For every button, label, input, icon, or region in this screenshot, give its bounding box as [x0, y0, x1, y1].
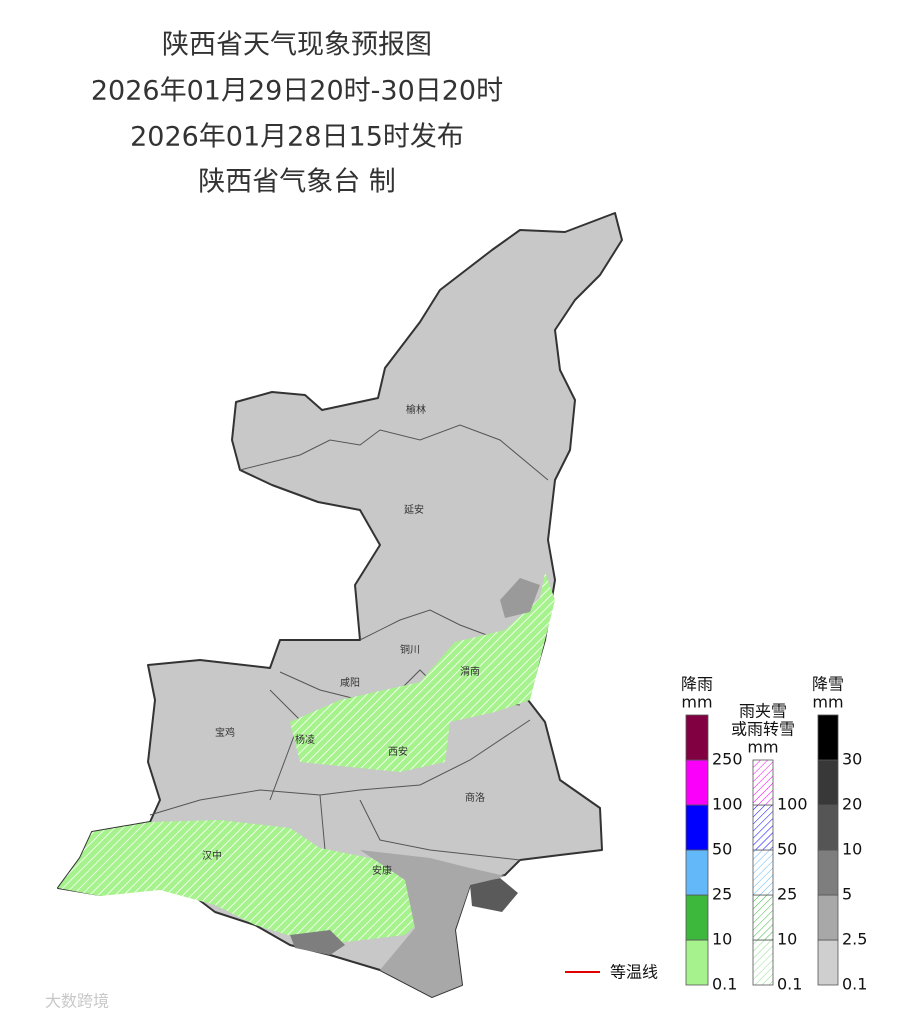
city-label: 渭南	[460, 665, 480, 678]
legend-level: 50	[712, 840, 732, 859]
legend-swatch	[685, 714, 709, 761]
legend-swatch	[752, 939, 774, 986]
legend-level: 5	[842, 885, 852, 904]
legend-level: 0.1	[842, 975, 867, 994]
legend-swatch	[685, 939, 709, 986]
legend-unit: mm	[812, 693, 843, 712]
title-line: 2026年01月29日20时-30日20时	[91, 76, 503, 107]
legend-title: 雨夹雪	[739, 702, 787, 721]
legend-level: 0.1	[777, 975, 802, 994]
legend-level: 250	[712, 750, 743, 769]
snow-areas	[290, 578, 540, 997]
legend-unit: mm	[681, 693, 712, 712]
legend-level: 20	[842, 795, 862, 814]
legend-title: 或雨转雪	[731, 720, 795, 739]
legend-swatch	[685, 894, 709, 941]
legend-swatch	[752, 849, 774, 896]
city-label: 杨凌	[295, 733, 315, 746]
legend-swatch	[752, 894, 774, 941]
legend-swatch	[817, 804, 839, 851]
legend-unit: mm	[747, 738, 778, 757]
title-line: 陕西省气象台 制	[198, 167, 396, 198]
city-label: 西安	[388, 745, 408, 758]
legend-swatch	[817, 849, 839, 896]
watermark: 大数跨境	[45, 992, 109, 1011]
legend-level: 30	[842, 750, 862, 769]
legend-swatch	[685, 849, 709, 896]
city-label: 延安	[404, 503, 424, 516]
city-label: 铜川	[400, 644, 420, 656]
title-line: 2026年01月28日15时发布	[130, 122, 464, 153]
legend-swatch	[817, 759, 839, 806]
legend-level: 25	[777, 885, 797, 904]
isotherm-label: 等温线	[610, 963, 658, 982]
legend-level: 10	[777, 930, 797, 949]
legend-level: 50	[777, 840, 797, 859]
legend-level: 0.1	[712, 975, 737, 994]
legend-level: 10	[842, 840, 862, 859]
rain-areas	[58, 572, 555, 945]
region-boundaries	[149, 424, 549, 911]
city-label: 榆林	[406, 403, 426, 416]
legend-swatch	[752, 804, 774, 851]
legend-swatch	[817, 714, 839, 761]
city-label: 咸阳	[340, 677, 360, 689]
city-label: 汉中	[202, 849, 222, 862]
legend-level: 100	[712, 795, 743, 814]
legend-level: 10	[712, 930, 732, 949]
legend-swatch	[685, 804, 709, 851]
city-label: 宝鸡	[215, 726, 235, 739]
legend-swatch	[685, 759, 709, 806]
legend-level: 25	[712, 885, 732, 904]
legend-swatch	[817, 894, 839, 941]
legend-title: 降雨	[681, 675, 713, 694]
legend-title: 降雪	[812, 675, 844, 694]
city-label: 安康	[372, 864, 392, 877]
legend-level: 100	[777, 795, 808, 814]
title-line: 陕西省天气现象预报图	[162, 30, 432, 61]
legend-swatch	[752, 759, 774, 806]
city-label: 商洛	[465, 791, 485, 804]
legend-level: 2.5	[842, 930, 867, 949]
legend-swatch	[817, 939, 839, 986]
